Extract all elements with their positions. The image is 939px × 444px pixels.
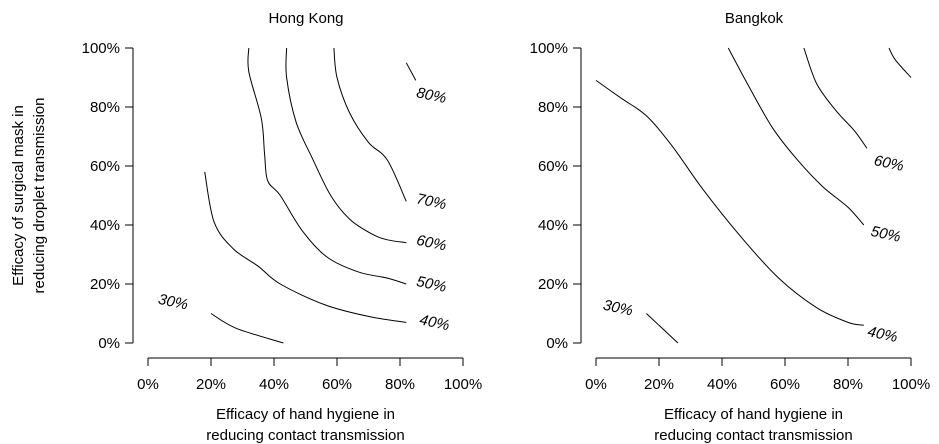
contour-level-label: 50% (415, 273, 448, 296)
x-tick-label: 0% (137, 376, 159, 393)
y-tick-label: 40% (90, 217, 120, 234)
y-tick-label: 20% (538, 276, 568, 293)
x-tick-label: 100% (892, 376, 930, 393)
contour-line-70pct (333, 47, 407, 202)
y-axis-label: Efficacy of surgical mask in (10, 105, 27, 286)
y-tick-label: 60% (90, 158, 120, 175)
contour-level-label: 60% (872, 152, 905, 175)
x-tick-label: 100% (444, 376, 482, 393)
contour-level-label: 70% (415, 190, 448, 213)
y-tick-label: 0% (98, 335, 120, 352)
x-axis-label: Efficacy of hand hygiene in (216, 406, 395, 423)
contour-line-60pct (803, 47, 868, 149)
x-tick-label: 20% (196, 376, 226, 393)
contour-line-50pct (727, 47, 865, 226)
y-tick-label: 100% (530, 40, 568, 57)
contour-line-30pct (646, 313, 679, 344)
x-tick-label: 80% (385, 376, 415, 393)
y-tick-label: 80% (90, 99, 120, 116)
contour-line-40pct (595, 79, 864, 326)
x-tick-label: 20% (644, 376, 674, 393)
contour-level-label: 40% (866, 323, 899, 346)
x-axis-label: Efficacy of hand hygiene in (664, 406, 843, 423)
x-tick-label: 0% (585, 376, 607, 393)
x-tick-label: 60% (322, 376, 352, 393)
y-axis-label: reducing droplet transmission (31, 98, 48, 294)
contour-level-label: 80% (415, 84, 448, 107)
y-tick-label: 20% (90, 276, 120, 293)
contour-line-70pct (888, 47, 912, 78)
contour-level-label: 30% (157, 291, 190, 314)
contour-level-label: 50% (869, 223, 902, 246)
x-tick-label: 80% (833, 376, 863, 393)
y-tick-label: 80% (538, 99, 568, 116)
contour-line-30pct (210, 313, 284, 344)
panel-title: Hong Kong (268, 10, 343, 27)
y-tick-label: 0% (546, 335, 568, 352)
x-axis-label: reducing contact transmission (206, 427, 404, 444)
panel-title: Bangkok (725, 10, 784, 27)
contour-line-80pct (405, 62, 417, 81)
contour-line-50pct (247, 47, 407, 285)
x-tick-label: 40% (259, 376, 289, 393)
contour-level-label: 60% (415, 232, 448, 255)
y-tick-label: 60% (538, 158, 568, 175)
contour-line-40pct (204, 171, 407, 323)
x-tick-label: 60% (770, 376, 800, 393)
contour-level-label: 40% (418, 311, 451, 334)
x-tick-label: 40% (707, 376, 737, 393)
contour-line-60pct (285, 47, 407, 244)
y-tick-label: 100% (82, 40, 120, 57)
x-axis-label: reducing contact transmission (654, 427, 852, 444)
y-tick-label: 40% (538, 217, 568, 234)
contour-level-label: 30% (601, 297, 634, 320)
